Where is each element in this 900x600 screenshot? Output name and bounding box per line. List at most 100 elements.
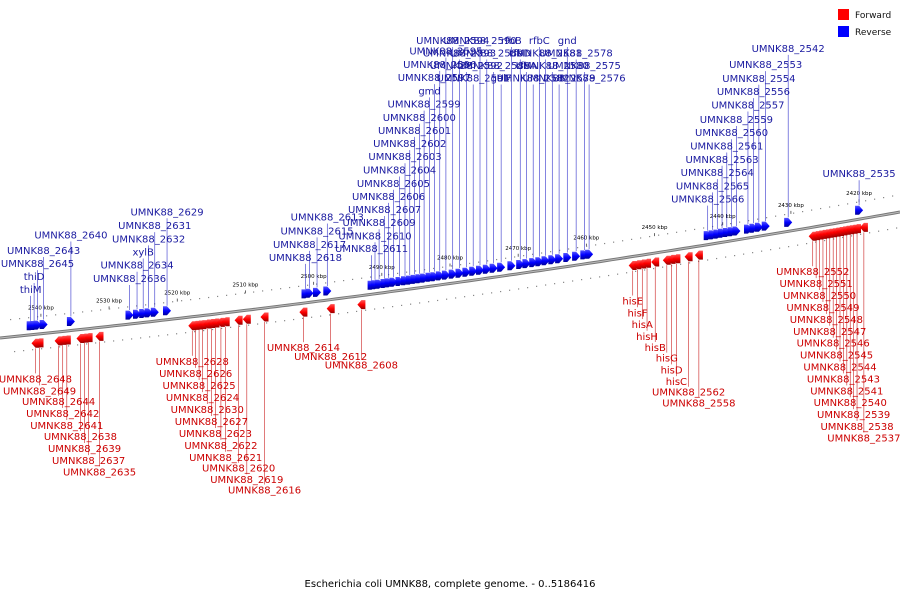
ruler-dot	[815, 241, 817, 243]
ruler-dot	[307, 284, 309, 286]
ruler-dot	[379, 275, 381, 277]
reverse-gene-label: UMNK88_2611	[335, 244, 408, 255]
forward-gene-label: hisH	[636, 332, 658, 343]
reverse-gene-label: UMNK88_2600	[383, 113, 456, 124]
legend: Forward Reverse	[838, 9, 892, 38]
forward-gene-arrow	[628, 261, 637, 270]
forward-gene-label: UMNK88_2620	[202, 464, 275, 475]
reverse-gene-label: thiM	[20, 285, 42, 296]
ruler-dot	[536, 285, 538, 287]
ruler-dot	[527, 287, 529, 289]
ruler-tick-label: 2440 kbp	[710, 214, 736, 220]
ruler-dot	[140, 337, 142, 339]
forward-gene-label: UMNK88_2626	[159, 369, 232, 380]
ruler-dot	[298, 285, 300, 288]
reverse-gene-label: UMNK88_2560	[695, 128, 768, 139]
ruler-dot	[779, 247, 781, 249]
forward-gene-arrow	[651, 257, 660, 267]
ruler-dot	[235, 293, 237, 295]
ruler-dot	[109, 308, 111, 310]
ruler-dot	[181, 300, 183, 302]
reverse-gene-label: rfbC	[529, 36, 550, 47]
ruler-dot	[59, 346, 61, 348]
ruler-dot	[604, 242, 606, 245]
ruler-dot	[631, 238, 633, 240]
forward-gene-arrow	[299, 307, 308, 317]
gene-track	[26, 205, 868, 348]
ruler-dot	[365, 309, 367, 311]
reverse-gene-arrow	[761, 221, 770, 231]
ruler-dot	[586, 245, 588, 247]
forward-gene-label: UMNK88_2547	[793, 327, 866, 338]
ruler-dot	[275, 321, 277, 323]
forward-gene-arrow	[211, 318, 220, 328]
reverse-gene-label: gmd	[418, 86, 440, 97]
reverse-gene-label: UMNK88_2607	[348, 205, 421, 216]
ruler-dot	[689, 262, 691, 264]
ruler-dot	[856, 201, 858, 203]
ruler-dot	[253, 291, 255, 293]
forward-gene-label: UMNK88_2608	[325, 361, 398, 372]
reverse-gene-label: UMNK88_2582	[497, 74, 570, 85]
reverse-gene-label: UMNK88_2618	[269, 253, 342, 264]
ruler-dot	[550, 251, 552, 253]
ruler-dot	[626, 272, 628, 274]
ruler-dot	[635, 270, 637, 272]
forward-gene-arrow	[662, 255, 671, 265]
ruler-dot	[878, 230, 880, 232]
forward-gene-label: UMNK88_2558	[662, 399, 735, 410]
ruler-tick-label: 2490 kbp	[369, 265, 395, 271]
ruler-dot	[82, 311, 84, 313]
ruler-dot	[397, 272, 399, 275]
reverse-gene-label: UMNK88_2542	[752, 44, 825, 55]
reverse-gene-arrow	[754, 222, 763, 232]
reverse-gene-label: UMNK88_2564	[681, 168, 754, 179]
ruler-dot	[676, 231, 678, 233]
ruler-dot	[541, 252, 543, 254]
ruler-dot	[433, 267, 435, 270]
ruler-dot	[289, 286, 291, 289]
reverse-gene-label: UMNK88_2632	[112, 234, 185, 245]
ruler-dot	[226, 294, 228, 296]
forward-gene-arrow	[260, 312, 269, 322]
forward-gene-label: UMNK88_2635	[63, 467, 136, 478]
ruler-dot	[244, 292, 246, 294]
ruler-dot	[266, 322, 268, 324]
ruler-dot	[280, 288, 282, 290]
reverse-gene-arrow	[441, 270, 450, 280]
reverse-gene-label: UMNK88_2594	[416, 36, 489, 47]
forward-gene-label: UMNK88_2540	[814, 398, 887, 409]
ruler-dot	[766, 217, 768, 219]
forward-gene-label: UMNK88_2614	[267, 343, 340, 354]
reverse-gene-label: UMNK88_2645	[1, 259, 74, 270]
ruler-tick-label: 2530 kbp	[96, 298, 122, 304]
ruler-dot	[464, 296, 466, 298]
ruler-dot	[707, 259, 709, 261]
ruler-dot	[680, 263, 682, 265]
ruler-dot	[473, 294, 475, 297]
ruler-tick-label: 2460 kbp	[573, 236, 599, 242]
ruler-dot	[820, 207, 822, 210]
reverse-gene-label: rfbD	[509, 49, 531, 60]
ruler-dot	[32, 349, 34, 351]
ruler-dot	[725, 256, 727, 258]
ruler-dot	[469, 262, 471, 265]
reverse-gene-label: UMNK88_2631	[118, 221, 191, 232]
ruler-dot	[685, 230, 687, 232]
forward-gene-arrow	[357, 300, 366, 310]
ruler-dot	[302, 317, 304, 320]
reverse-gene-label: UMNK88_2565	[676, 181, 749, 192]
ruler-dot	[622, 240, 624, 242]
map-caption: Escherichia coli UMNK88, complete genome…	[305, 579, 596, 590]
reverse-gene-arrow	[784, 217, 793, 227]
ruler-dot	[158, 335, 160, 337]
reverse-gene-arrow	[323, 286, 332, 296]
ruler-dot	[361, 277, 363, 279]
reverse-gene-arrow	[150, 307, 159, 317]
reverse-gene-arrow	[66, 317, 75, 326]
reverse-gene-label: UMNK88_2561	[690, 142, 763, 153]
ruler-dot	[424, 269, 426, 271]
reverse-gene-label: UMNK88_2602	[373, 139, 446, 150]
forward-gene-label: hisA	[632, 320, 653, 331]
forward-gene-label: UMNK88_2630	[171, 405, 244, 416]
